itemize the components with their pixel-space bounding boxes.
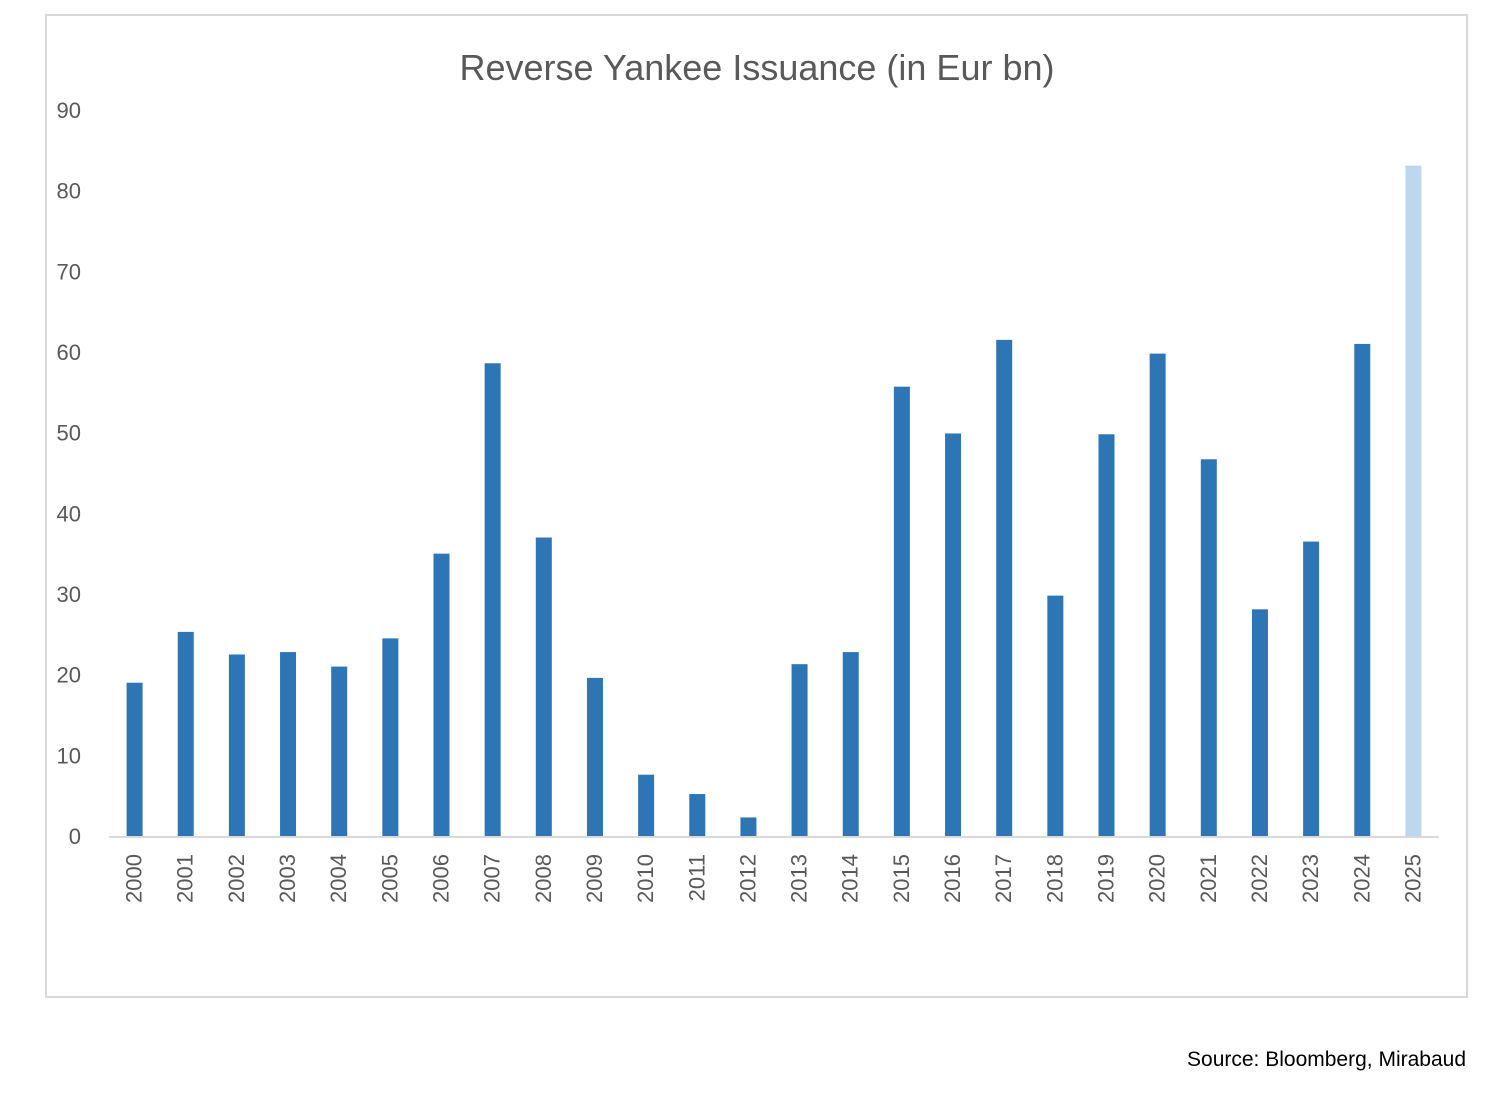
x-tick-label: 2000: [122, 854, 147, 903]
bar-2002: [228, 654, 245, 836]
y-tick-label: 70: [57, 259, 81, 284]
bar-chart: Reverse Yankee Issuance (in Eur bn) 0 10 2…: [57, 47, 1439, 903]
bar-2008: [535, 537, 552, 836]
x-tick-label: 2013: [787, 854, 812, 903]
bar-2013: [791, 664, 808, 836]
x-tick-label: 2017: [991, 854, 1016, 903]
bar-2007: [484, 363, 501, 836]
x-tick-label: 2011: [684, 854, 709, 901]
y-tick-label: 30: [57, 582, 81, 607]
x-tick-label: 2007: [480, 854, 505, 903]
bar-2000: [126, 682, 143, 836]
x-tick-label: 2003: [275, 854, 300, 903]
x-tick-label: 2019: [1094, 854, 1119, 903]
x-tick-label: 2016: [940, 854, 965, 903]
bar-2010: [638, 774, 655, 836]
bar-2006: [433, 553, 450, 836]
x-tick-label: 2014: [838, 854, 863, 903]
bar-2011: [689, 794, 706, 836]
y-tick-label: 80: [57, 179, 81, 204]
y-tick-label: 90: [57, 98, 81, 123]
x-tick-label: 2022: [1247, 854, 1272, 903]
x-tick-label: 2006: [429, 854, 454, 903]
x-tick-label: 2023: [1298, 854, 1323, 903]
bar-2024: [1354, 343, 1371, 836]
bar-2022: [1251, 609, 1268, 836]
x-tick-label: 2020: [1145, 854, 1170, 903]
y-tick-label: 0: [69, 824, 81, 849]
x-tick-label: 2012: [735, 854, 760, 903]
bars: [126, 165, 1422, 836]
chart-frame: Reverse Yankee Issuance (in Eur bn) 0 10 2…: [45, 14, 1468, 998]
bar-2023: [1303, 541, 1320, 836]
bar-2014: [842, 652, 859, 836]
bar-2009: [586, 677, 603, 836]
bar-2016: [945, 433, 962, 836]
y-tick-label: 40: [57, 501, 81, 526]
x-tick-label: 2008: [531, 854, 556, 903]
x-tick-label: 2001: [173, 854, 198, 903]
x-tick-label: 2009: [582, 854, 607, 903]
x-tick-label: 2025: [1400, 854, 1425, 903]
x-tick-label: 2004: [326, 854, 351, 903]
bar-2025: [1405, 165, 1422, 836]
y-tick-label: 10: [57, 743, 81, 768]
x-tick-label: 2015: [889, 854, 914, 903]
bar-2015: [893, 386, 910, 836]
x-tick-label: 2005: [377, 854, 402, 903]
bar-2012: [740, 817, 757, 836]
x-tick-label: 2021: [1196, 854, 1221, 903]
bar-2019: [1098, 434, 1115, 836]
bar-2005: [382, 638, 399, 836]
bar-2018: [1047, 595, 1064, 836]
y-axis-tick-labels: 0 10 20 30 40 50 60 70 80 90: [57, 98, 81, 849]
x-tick-label: 2002: [224, 854, 249, 903]
bar-2001: [177, 631, 194, 836]
x-axis-tick-labels: 2000 2001 2002 2003 2004 2005 2006 2007 2008 2009…: [122, 854, 1426, 903]
x-tick-label: 2018: [1042, 854, 1067, 903]
x-tick-label: 2024: [1349, 854, 1374, 903]
y-tick-label: 60: [57, 340, 81, 365]
y-tick-label: 20: [57, 663, 81, 688]
chart-title: Reverse Yankee Issuance (in Eur bn): [460, 47, 1055, 88]
bar-2020: [1149, 353, 1166, 836]
source-note: Source: Bloomberg, Mirabaud: [1187, 1048, 1466, 1071]
x-tick-label: 2010: [633, 854, 658, 903]
bar-2003: [280, 652, 297, 836]
y-tick-label: 50: [57, 421, 81, 446]
bar-2017: [996, 339, 1013, 836]
bar-2004: [331, 666, 348, 836]
bar-2021: [1200, 459, 1217, 836]
